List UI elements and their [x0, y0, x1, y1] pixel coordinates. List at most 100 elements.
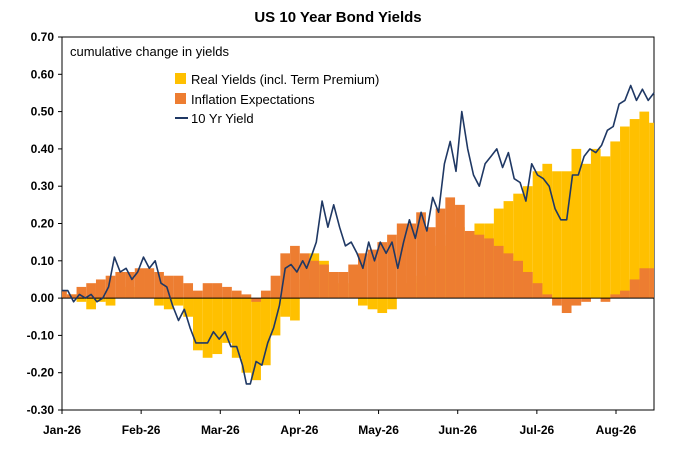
- real-yields-bar-2: [76, 298, 87, 302]
- inflation-expectations-bar-61: [649, 268, 654, 299]
- y-tick-label-9: 0.60: [31, 67, 55, 81]
- inflation-expectations-bar-37: [416, 212, 426, 299]
- inflation-expectations-bar-33: [377, 242, 388, 299]
- inflation-expectations-bar-14: [193, 290, 203, 299]
- real-yields-bar-59: [629, 119, 640, 299]
- real-yields-bar-31: [358, 298, 368, 306]
- real-yields-bar-46: [503, 201, 514, 299]
- real-yields-bar-15: [202, 298, 213, 358]
- inflation-expectations-bar-0: [62, 290, 67, 299]
- real-yields-bar-24: [290, 298, 300, 321]
- x-tick-label-7: Aug-26: [596, 423, 637, 437]
- inflation-expectations-bar-54: [581, 298, 591, 302]
- inflation-expectations-bar-30: [348, 264, 358, 299]
- inflation-expectations-bar-28: [328, 271, 339, 299]
- real-yields-bar-49: [532, 171, 543, 299]
- real-yields-bar-11: [163, 298, 174, 310]
- inflation-expectations-bar-24: [290, 245, 300, 299]
- y-axis: -0.30 -0.20 -0.10 0.00 0.10 0.20 0.30 0.40 0.50 0…: [27, 30, 62, 417]
- y-tick-label-8: 0.50: [31, 105, 55, 119]
- real-yields-bar-10: [154, 298, 164, 306]
- inflation-expectations-bar-60: [639, 268, 650, 299]
- inflation-expectations-bar-21: [260, 290, 271, 299]
- inflation-expectations-bar-52: [561, 298, 572, 314]
- inflation-expectations-bar-46: [503, 253, 514, 299]
- real-yields-bar-52: [561, 171, 572, 299]
- real-yields-bar-60: [639, 111, 650, 299]
- y-tick-label-2: -0.10: [27, 328, 55, 342]
- inflation-expectations-bar-45: [493, 245, 504, 299]
- x-tick-label-6: Jul-26: [520, 423, 555, 437]
- inflation-expectations-bar-25: [299, 253, 310, 299]
- inflation-expectations-bar-22: [270, 275, 281, 299]
- real-yields-bar-16: [212, 298, 223, 355]
- real-yields-bar-17: [222, 298, 232, 343]
- inflation-expectations-bar-57: [610, 294, 621, 299]
- inflation-expectations-bar-32: [367, 249, 378, 299]
- inflation-expectations-bar-23: [280, 253, 291, 299]
- inflation-expectations-bar-49: [532, 283, 543, 299]
- real-yields-bar-13: [183, 298, 194, 317]
- inflation-expectations-bar-3: [86, 283, 96, 299]
- inflation-expectations-bar-44: [484, 238, 494, 299]
- inflation-expectations-bar-18: [231, 290, 242, 299]
- y-tick-label-0: -0.30: [27, 403, 55, 417]
- inflation-expectations-bars: [62, 197, 654, 314]
- inflation-expectations-bar-13: [183, 283, 194, 299]
- inflation-expectations-bar-7: [125, 271, 135, 299]
- y-tick-label-3: 0.00: [31, 291, 55, 305]
- x-tick-label-2: Mar-26: [201, 423, 240, 437]
- x-tick-label-1: Feb-26: [122, 423, 161, 437]
- real-yields-bar-12: [173, 298, 184, 306]
- legend: Real Yields (incl. Term Premium) Inflati…: [175, 72, 379, 126]
- inflation-expectations-bar-29: [338, 271, 349, 299]
- y-tick-label-6: 0.30: [31, 179, 55, 193]
- x-tick-label-3: Apr-26: [280, 423, 318, 437]
- inflation-expectations-bar-43: [474, 234, 485, 299]
- x-tick-label-0: Jan-26: [43, 423, 81, 437]
- legend-swatch-inflation: [175, 93, 186, 104]
- chart-title: US 10 Year Bond Yields: [254, 9, 421, 26]
- real-yields-bar-23: [280, 298, 291, 317]
- annotation: cumulative change in yields: [70, 44, 229, 59]
- x-tick-label-5: Jun-26: [438, 423, 477, 437]
- real-yields-bar-54: [581, 163, 591, 299]
- inflation-expectations-bar-31: [358, 253, 368, 299]
- legend-label-inflation: Inflation Expectations: [191, 92, 315, 107]
- inflation-expectations-bar-59: [629, 279, 640, 299]
- real-yields-bar-53: [571, 148, 582, 299]
- real-yields-bar-19: [241, 298, 252, 373]
- y-tick-label-5: 0.20: [31, 217, 55, 231]
- inflation-expectations-bar-12: [173, 275, 184, 299]
- inflation-expectations-bar-41: [455, 204, 465, 299]
- real-yields-bar-55: [590, 148, 601, 299]
- real-yields-bar-57: [610, 141, 621, 299]
- inflation-expectations-bar-8: [134, 268, 145, 299]
- x-tick-label-4: May-26: [358, 423, 399, 437]
- inflation-expectations-bar-36: [406, 223, 417, 299]
- y-tick-label-4: 0.10: [31, 254, 55, 268]
- real-yields-bar-21: [260, 298, 271, 366]
- real-yields-bar-22: [270, 298, 281, 336]
- inflation-expectations-bar-42: [464, 230, 475, 299]
- inflation-expectations-bar-50: [542, 294, 553, 299]
- inflation-expectations-bar-9: [144, 268, 155, 299]
- real-yields-bar-5: [105, 298, 116, 306]
- inflation-expectations-bar-38: [425, 227, 436, 299]
- inflation-expectations-bar-27: [319, 264, 329, 299]
- real-yields-bar-56: [600, 156, 611, 299]
- inflation-expectations-bar-16: [212, 283, 223, 299]
- inflation-expectations-bar-6: [115, 271, 126, 299]
- real-yields-bar-18: [231, 298, 242, 358]
- real-yields-bar-32: [367, 298, 378, 310]
- inflation-expectations-bar-53: [571, 298, 582, 306]
- real-yields-bar-3: [86, 298, 96, 310]
- y-tick-label-1: -0.20: [27, 366, 55, 380]
- real-yields-bar-50: [542, 163, 553, 299]
- inflation-expectations-bar-10: [154, 271, 164, 299]
- real-yields-bar-48: [522, 186, 533, 299]
- real-yields-bar-61: [649, 122, 654, 299]
- inflation-expectations-bar-11: [163, 275, 174, 299]
- inflation-expectations-bar-39: [435, 208, 446, 299]
